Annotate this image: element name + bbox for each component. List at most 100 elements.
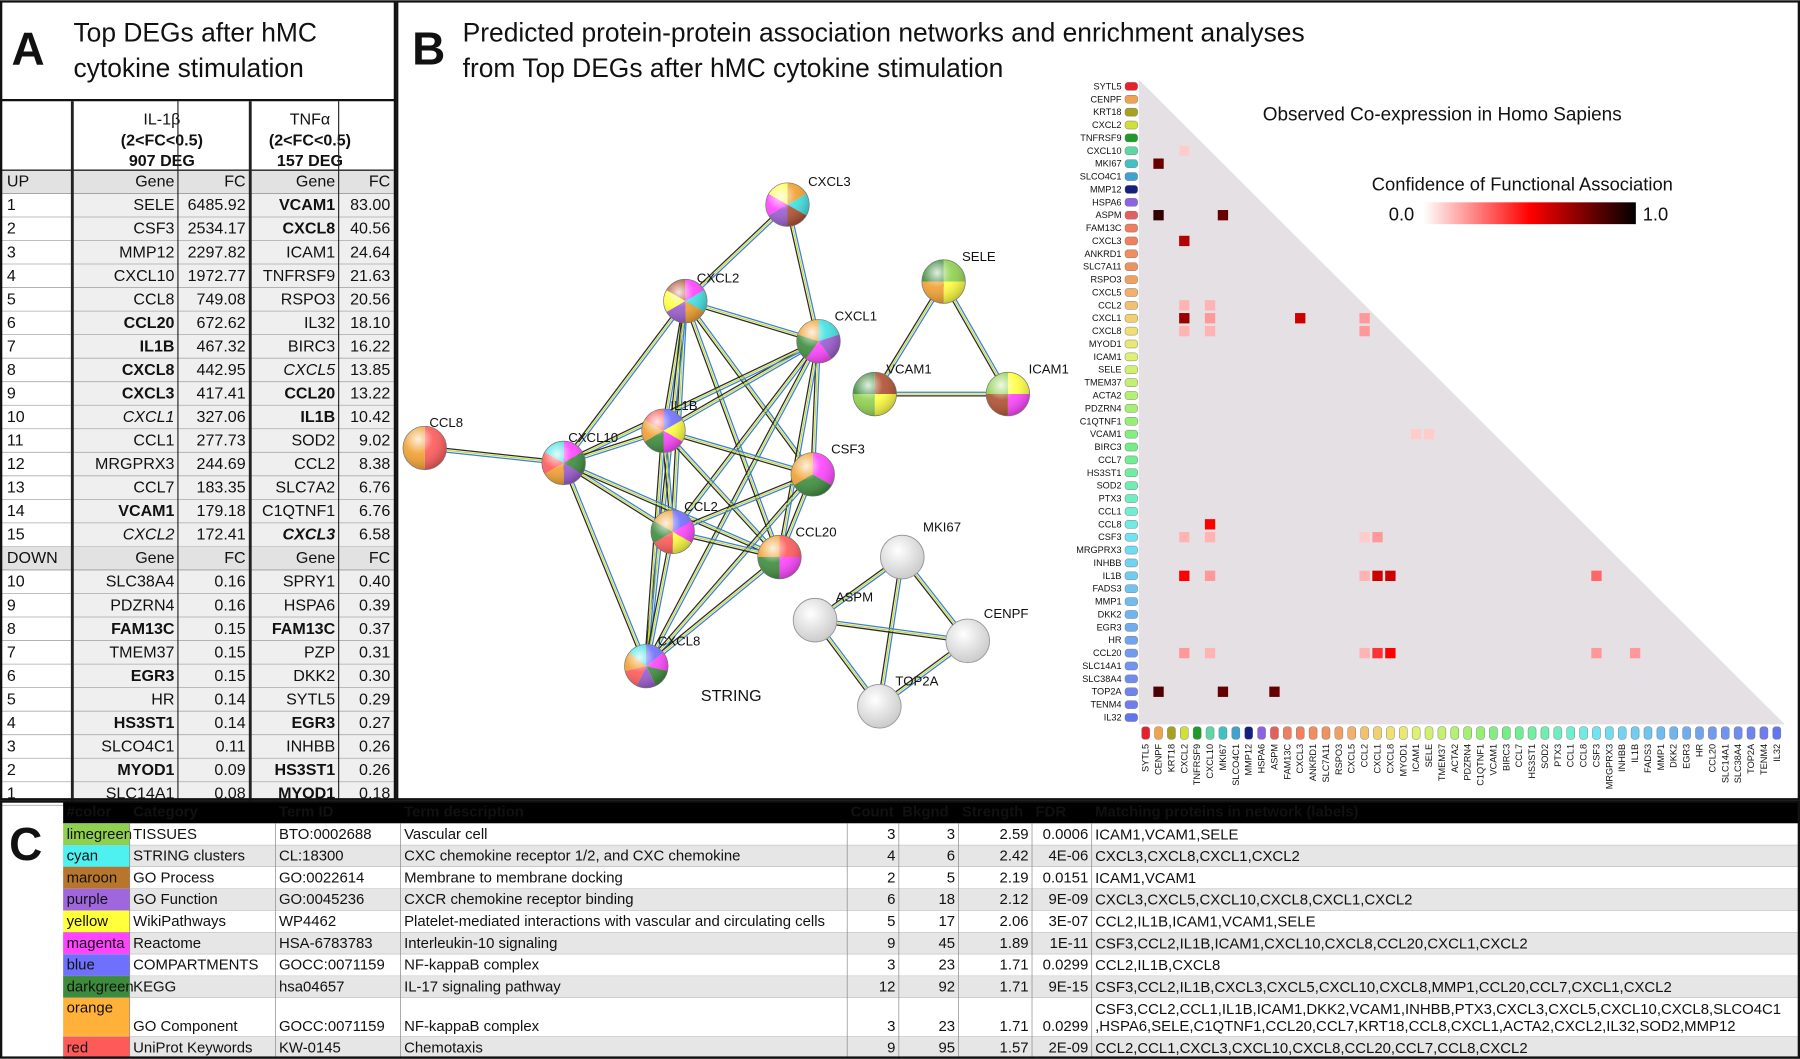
table-cell: limegreen: [67, 826, 132, 843]
table-cell: CSF3,CCL2,CCL1,IL1B,ICAM1,DKK2,VCAM1,INH…: [1095, 1000, 1781, 1034]
fold-change: 1972.77: [188, 267, 246, 285]
network-node: [792, 597, 838, 643]
column-label: TENM4: [1759, 744, 1769, 775]
column-chip: [1167, 726, 1176, 740]
table-cell: magenta: [67, 935, 126, 952]
gene: CSF3: [133, 220, 174, 238]
table-header: Strength: [962, 803, 1023, 820]
network-edge: [672, 340, 819, 533]
column-label: IL1B: [1630, 744, 1640, 763]
table-row-bg: [63, 976, 1800, 998]
table-cell: CSF3,CCL2,IL1B,CXCL3,CXCL5,CXCL10,CXCL8,…: [1095, 978, 1672, 995]
table-cell: Vascular cell: [404, 826, 487, 843]
column-label: VCAM1: [1488, 744, 1498, 776]
row-label: INHBB: [1094, 558, 1122, 568]
node-label: CXCL2: [697, 271, 740, 286]
row-chip: [1124, 558, 1138, 568]
row-label: SOD2: [1097, 481, 1122, 491]
row-chip: [1124, 146, 1138, 156]
heatmap-cell: [1204, 532, 1216, 543]
heatmap-cell: [1179, 532, 1190, 543]
row-chip: [1124, 507, 1138, 516]
rank: 1: [7, 196, 16, 214]
network-node: [880, 534, 925, 580]
row-chip: [1124, 455, 1138, 465]
node-label: ASPM: [836, 590, 873, 605]
column-label: CXCL1: [1373, 744, 1383, 774]
panel-label: B: [412, 23, 445, 75]
column-chip: [1527, 726, 1537, 740]
panel-label: A: [11, 23, 44, 75]
network-edge: [645, 531, 674, 667]
fold-change: 9.02: [359, 432, 390, 450]
network-edge: [647, 532, 676, 667]
network-edge: [785, 204, 818, 342]
row-chip: [1124, 107, 1138, 117]
network-edge: [685, 300, 819, 342]
fc-header: FC: [224, 549, 245, 567]
node-label: MKI67: [923, 520, 961, 535]
table-cell: darkgreen: [67, 978, 134, 995]
network-edge: [812, 341, 820, 475]
table-cell: 1.71: [1000, 957, 1029, 974]
row-chip: [1124, 365, 1138, 374]
column-chip: [1682, 726, 1691, 740]
table-cell: CXCL3,CXCL5,CXCL10,CXCL8,CXCL1,CXCL2: [1095, 891, 1412, 908]
column-chip: [1540, 726, 1550, 740]
row-chip: [1124, 532, 1138, 542]
color-swatch: [63, 867, 130, 889]
rank: 12: [7, 455, 25, 473]
network-edge: [424, 449, 564, 466]
rank: 1: [7, 785, 16, 803]
fold-change: 21.63: [350, 267, 390, 285]
table-cell: ICAM1,VCAM1,SELE: [1095, 826, 1238, 843]
table-cell: 1.89: [1000, 935, 1029, 952]
network-node: [541, 440, 586, 486]
network-node: [945, 618, 991, 664]
table-cell: CXCR chemokine receptor binding: [404, 891, 634, 908]
network-edge: [643, 531, 672, 666]
column-label: CCL1: [1566, 744, 1576, 767]
heatmap-cell: [1295, 313, 1306, 324]
row-chip: [1124, 313, 1138, 323]
column-chip: [1399, 726, 1408, 740]
color-swatch: [63, 997, 130, 1037]
row-chip: [1124, 301, 1138, 310]
column-label: CCL8: [1579, 744, 1589, 767]
table-cell: cyan: [67, 848, 99, 865]
fold-change: 40.56: [350, 220, 390, 238]
node-label: ICAM1: [1029, 361, 1069, 376]
column-chip: [1218, 726, 1228, 740]
heatmap-cell: [1591, 570, 1602, 581]
column-label: SLC7A11: [1321, 744, 1331, 783]
table-cell: 3E-07: [1048, 913, 1088, 930]
column-criterion: (2<FC<0.5): [121, 131, 203, 149]
column-label: SLCO4C1: [1231, 744, 1241, 786]
column-label: CXCL3: [1295, 744, 1305, 774]
fc-header: FC: [369, 173, 390, 191]
rank: 11: [7, 432, 24, 450]
fold-change: 20.56: [350, 290, 390, 308]
row-label: CCL20: [1093, 648, 1122, 658]
fold-change: 83.00: [350, 196, 390, 214]
network-node: [402, 425, 447, 471]
row-chip: [1124, 95, 1138, 104]
panel-title: Predicted protein-protein association ne…: [463, 17, 1305, 47]
fold-change: 0.27: [359, 714, 390, 732]
row-label: HSPA6: [1092, 197, 1121, 207]
node-label: SELE: [962, 249, 996, 264]
rank: 8: [7, 620, 16, 638]
column-label: DKK2: [1669, 744, 1679, 768]
table-cell: 2.12: [1000, 891, 1029, 908]
table-cell: KW-0145: [279, 1039, 341, 1056]
panel-title: Top DEGs after hMC: [73, 17, 316, 47]
row-label: FADS3: [1092, 584, 1121, 594]
table-cell: 0.0006: [1043, 826, 1089, 843]
table-cell: KEGG: [133, 978, 176, 995]
gene: SLC14A1: [106, 785, 175, 803]
row-label: MRGPRX3: [1076, 545, 1121, 555]
table-cell: Platelet-mediated interactions with vasc…: [404, 913, 825, 930]
fold-change: 6.58: [359, 526, 390, 544]
cell-line: ICAM1,VCAM1: [1095, 869, 1196, 886]
color-swatch: [63, 823, 130, 846]
